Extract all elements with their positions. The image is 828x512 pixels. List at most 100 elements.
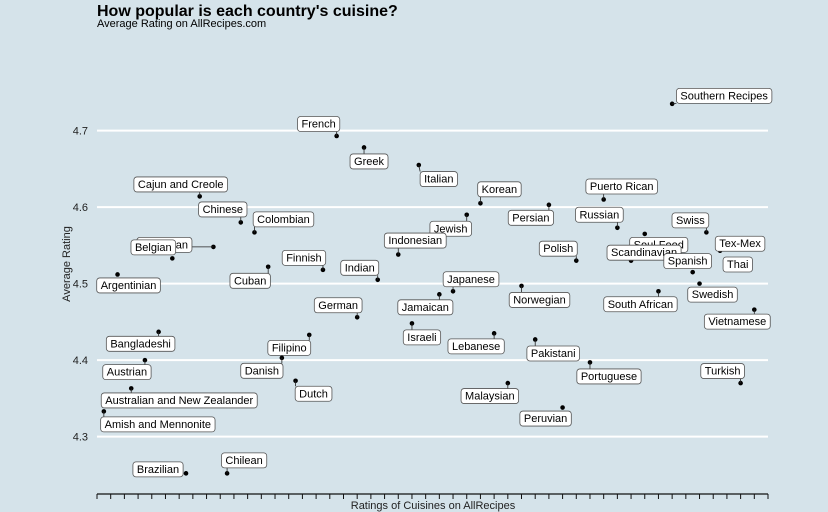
data-point	[450, 288, 456, 294]
point-label-text: Dutch	[299, 388, 328, 400]
point-label-text: Austrian	[107, 367, 147, 379]
point-label: Puerto Rican	[585, 178, 658, 200]
point-label-text: Swedish	[692, 289, 734, 301]
point-label: Danish	[240, 357, 284, 379]
point-label: Norwegian	[508, 285, 571, 308]
point-label: Japanese	[442, 271, 500, 292]
point-label: French	[297, 116, 341, 136]
chart-title: How popular is each country's cuisine?	[97, 3, 398, 20]
point-label-text: Spanish	[668, 256, 708, 268]
point-label: Argentinian	[96, 277, 161, 294]
data-point	[690, 269, 695, 275]
point-label-text: Israeli	[407, 332, 436, 344]
point-label-text: Swiss	[676, 215, 705, 227]
point-label: Persian	[507, 204, 554, 226]
point-label-text: Jewish	[434, 223, 468, 235]
data-point	[170, 256, 175, 261]
point-label: Turkish	[700, 363, 745, 384]
point-label: Amish and Mennonite	[100, 411, 216, 433]
point-label: Thai	[722, 256, 753, 273]
point-label-text: Greek	[354, 156, 384, 168]
point-label: Italian	[418, 164, 458, 187]
data-point	[642, 231, 648, 237]
point-label: Israeli	[402, 323, 442, 346]
point-label: Southern Recipes	[672, 87, 773, 105]
point-label: Swiss	[671, 212, 710, 233]
point-label-text: Vietnamese	[708, 316, 766, 328]
point-label: Cuban	[229, 266, 271, 289]
point-label: Polish	[538, 240, 578, 261]
data-point	[697, 281, 702, 286]
point-label-text: Southern Recipes	[680, 90, 768, 102]
point-label: Pakistani	[526, 339, 580, 362]
point-label: Lebanese	[447, 333, 505, 355]
point-label: Filipino	[267, 334, 312, 356]
point-label: Russian	[575, 206, 624, 228]
point-label-text: Puerto Rican	[590, 181, 654, 193]
point-label-text: Turkish	[705, 366, 741, 378]
point-label: Portuguese	[576, 362, 642, 385]
point-label-text: Finnish	[286, 252, 321, 264]
point-label: Swedish	[687, 286, 738, 303]
x-axis-label: Ratings of Cuisines on AllRecipes	[351, 500, 516, 512]
point-label: Greek	[349, 147, 389, 170]
point-label: Spanish	[663, 253, 712, 270]
point-label-text: Danish	[245, 365, 279, 377]
data-point	[354, 314, 360, 320]
point-label-text: Colombian	[257, 214, 310, 226]
point-label-text: Chilean	[225, 455, 262, 467]
data-point	[320, 267, 326, 273]
point-label: Cajun and Creole	[133, 176, 228, 197]
point-label-text: Chinese	[203, 204, 243, 216]
point-label-text: Indian	[345, 262, 375, 274]
point-label: Chinese	[198, 201, 248, 223]
point-label-text: Tex-Mex	[719, 238, 761, 250]
point-label-text: Malaysian	[465, 391, 515, 403]
point-label-text: Filipino	[272, 342, 307, 354]
point-label-text: Korean	[482, 184, 517, 196]
point-label: Peruvian	[519, 410, 572, 427]
y-axis-label: Average Rating	[61, 226, 73, 302]
point-label: German	[313, 297, 363, 318]
point-label-text: Pakistani	[531, 348, 576, 360]
point-label-text: Amish and Mennonite	[105, 419, 211, 431]
chart-subtitle: Average Rating on AllRecipes.com	[97, 18, 266, 30]
y-tick-label: 4.4	[73, 355, 88, 367]
data-point	[183, 471, 189, 476]
data-point	[224, 471, 230, 476]
y-axis-ticks: 4.3 4.4 4.5 4.6 4.7	[73, 126, 88, 444]
point-label-text: Jamaican	[402, 302, 449, 314]
y-tick-label: 4.7	[73, 126, 88, 138]
point-label-text: Bangladeshi	[110, 338, 171, 350]
point-labels: Southern Recipes French Greek Italian Cajun …	[96, 87, 773, 478]
point-label: Bangladeshi	[105, 331, 176, 352]
point-label-text: Cuban	[234, 275, 266, 287]
point-label-text: Japanese	[447, 274, 495, 286]
point-label-text: Australian and New Zealander	[105, 395, 253, 407]
point-label: Brazilian	[132, 461, 184, 478]
point-label-text: Indonesian	[388, 235, 442, 247]
y-tick-label: 4.5	[73, 279, 88, 291]
point-label-text: Scandinavian	[611, 247, 677, 259]
point-label-text: Belgian	[135, 242, 172, 254]
point-label-text: Peruvian	[524, 413, 567, 425]
point-label-text: Cajun and Creole	[138, 179, 224, 191]
point-label: Finnish	[281, 249, 327, 270]
point-label-text: Russian	[579, 209, 619, 221]
y-tick-label: 4.3	[73, 432, 88, 444]
point-label: Jamaican	[397, 294, 454, 316]
point-label-text: Lebanese	[452, 341, 500, 353]
point-label: Korean	[477, 181, 522, 204]
y-tick-label: 4.6	[73, 202, 88, 214]
point-label: Indian	[340, 259, 380, 280]
point-label-text: South African	[608, 299, 673, 311]
point-label: Belgian	[130, 239, 177, 256]
point-label-text: Portuguese	[581, 371, 637, 383]
point-label-text: German	[318, 300, 358, 312]
point-label-text: Thai	[727, 259, 748, 271]
point-label: Austrian	[102, 360, 152, 381]
point-label: Colombian	[252, 211, 315, 233]
point-label: Tex-Mex	[714, 235, 766, 252]
point-label-text: Argentinian	[101, 280, 157, 292]
